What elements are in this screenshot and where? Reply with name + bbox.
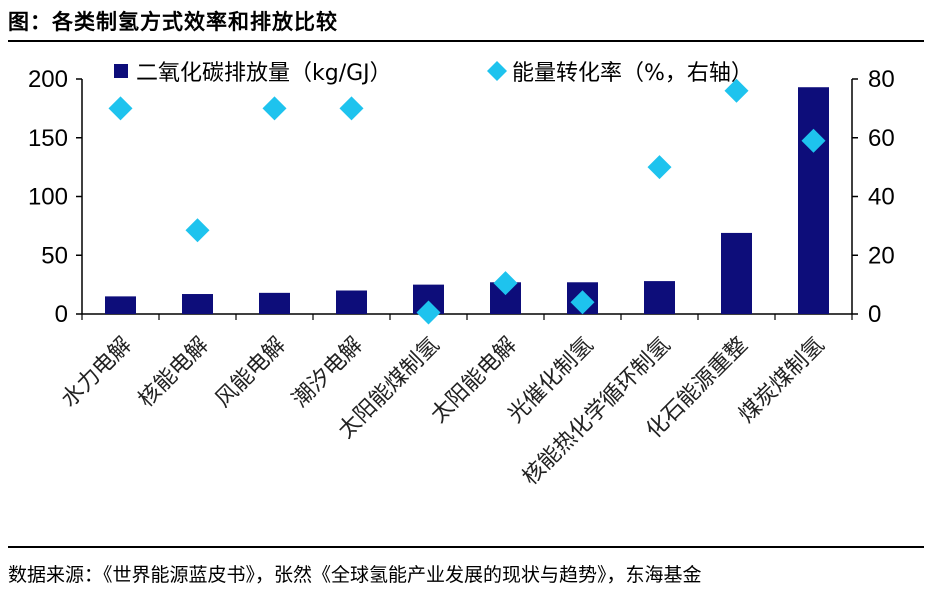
conversion-series — [108, 78, 826, 325]
legend-bar-label: 二氧化碳排放量（kg/GJ） — [136, 61, 392, 86]
title-divider — [8, 40, 924, 42]
bar-series — [105, 87, 829, 314]
source-note: 数据来源：《世界能源蓝皮书》，张然《全球氢能产业发展的现状与趋势》，东海基金 — [8, 564, 702, 586]
y-left-tick-label: 200 — [28, 66, 68, 93]
conversion-point — [801, 128, 826, 153]
category-label: 潮汐电解 — [288, 333, 368, 413]
category-label: 风能电解 — [211, 333, 291, 413]
y-right-tick-label: 0 — [868, 301, 881, 328]
emission-bar — [336, 290, 367, 314]
y-left-tick-label: 100 — [28, 184, 68, 211]
category-label: 水力电解 — [57, 333, 137, 413]
y-right-tick-label: 80 — [868, 66, 895, 93]
y-right-tick-label: 40 — [868, 184, 895, 211]
conversion-point — [339, 96, 364, 121]
category-label: 核能电解 — [134, 333, 214, 413]
y-left-tick-label: 150 — [28, 125, 68, 152]
conversion-point — [493, 271, 518, 296]
conversion-point — [108, 96, 133, 121]
category-labels: 水力电解核能电解风能电解潮汐电解太阳能煤制氢太阳能电解光催化制氢核能热化学循环制… — [57, 333, 830, 491]
legend-bar-swatch — [114, 64, 128, 78]
legend-diamond-label: 能量转化率（%，右轴） — [512, 61, 753, 86]
emission-bar — [259, 292, 290, 314]
footer-divider — [8, 546, 924, 548]
emission-bar — [721, 232, 752, 314]
legend-diamond-swatch — [487, 61, 507, 81]
conversion-point — [570, 290, 595, 315]
y-left-tick-label: 0 — [55, 301, 68, 328]
category-label: 核能热化学循环制氢 — [518, 333, 676, 491]
conversion-point — [262, 96, 287, 121]
chart-title: 图：各类制氢方式效率和排放比较 — [8, 10, 338, 34]
y-right-tick-label: 20 — [868, 242, 895, 269]
y-right-tick-label: 60 — [868, 125, 895, 152]
emission-bar — [798, 87, 829, 314]
axes: 0 50 100 150 200 0 20 40 60 80 — [28, 66, 895, 328]
conversion-point — [185, 218, 210, 243]
conversion-point — [647, 155, 672, 180]
emission-bar — [105, 296, 136, 314]
chart-canvas: 二氧化碳排放量（kg/GJ） 能量转化率（%，右轴） 0501001502000… — [28, 61, 895, 491]
legend: 二氧化碳排放量（kg/GJ） 能量转化率（%，右轴） — [114, 61, 753, 86]
emission-bar — [644, 281, 675, 314]
y-left-tick-label: 50 — [41, 242, 68, 269]
conversion-point — [416, 300, 441, 325]
conversion-point — [724, 78, 749, 103]
emission-bar — [182, 294, 213, 314]
